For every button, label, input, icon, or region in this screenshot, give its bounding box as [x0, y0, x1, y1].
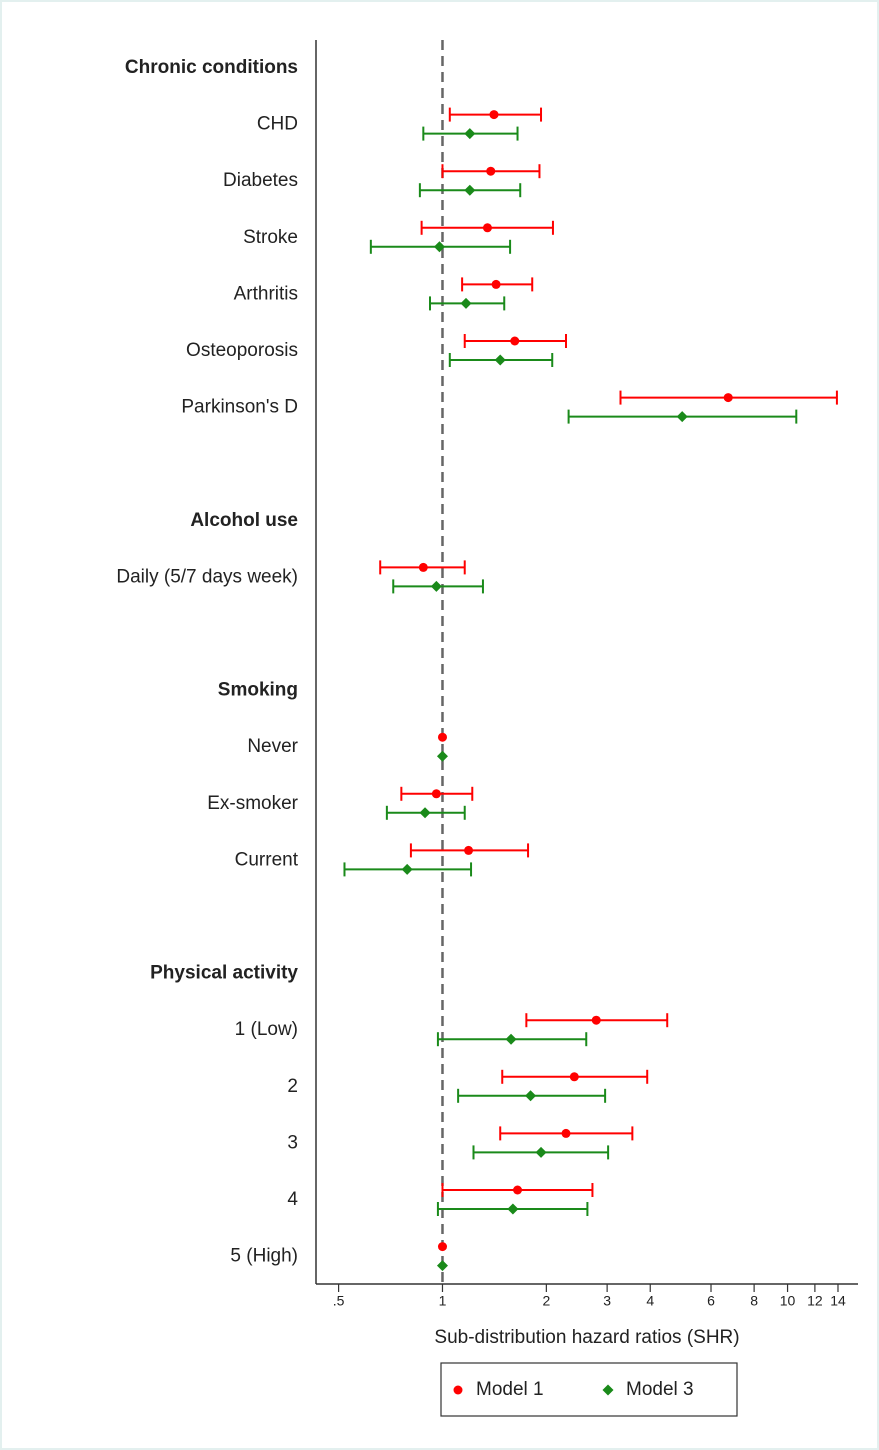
x-tick-label: 6 — [707, 1293, 715, 1309]
point — [505, 1033, 517, 1045]
point — [486, 166, 496, 176]
x-tick-label: 14 — [830, 1293, 846, 1309]
category-label: Current — [235, 849, 299, 870]
legend-marker — [453, 1385, 463, 1395]
group-header: Physical activity — [150, 963, 298, 984]
point — [418, 562, 428, 572]
category-label: Ex-smoker — [207, 793, 298, 814]
point — [433, 241, 445, 253]
point — [464, 184, 476, 196]
x-axis-label: Sub-distribution hazard ratios (SHR) — [434, 1327, 739, 1348]
point — [513, 1185, 523, 1195]
point — [430, 580, 442, 592]
point — [535, 1146, 547, 1158]
category-label: 2 — [287, 1076, 298, 1097]
point — [482, 223, 492, 233]
legend-label: Model 1 — [476, 1379, 544, 1400]
point — [507, 1203, 519, 1215]
x-tick-label: 2 — [542, 1293, 550, 1309]
category-label: Parkinson's D — [181, 397, 298, 418]
point — [491, 279, 501, 289]
category-label: Stroke — [243, 227, 298, 248]
x-tick-label: .5 — [333, 1293, 345, 1309]
point — [401, 863, 413, 875]
legend-marker — [602, 1384, 614, 1396]
point — [525, 1090, 537, 1102]
category-label: Never — [247, 736, 298, 757]
legend-box — [440, 1362, 738, 1417]
x-tick-label: 4 — [646, 1293, 654, 1309]
point — [723, 393, 733, 403]
point — [591, 1015, 601, 1025]
category-label: 1 (Low) — [235, 1019, 298, 1040]
group-header: Smoking — [218, 680, 298, 701]
point — [436, 750, 448, 762]
point — [489, 110, 499, 120]
x-tick-label: 3 — [603, 1293, 611, 1309]
group-header: Chronic conditions — [125, 57, 298, 78]
category-label: 4 — [287, 1189, 298, 1210]
category-label: CHD — [257, 114, 298, 135]
point — [561, 1128, 571, 1138]
category-label: 3 — [287, 1132, 298, 1153]
point — [460, 297, 472, 309]
category-label: 5 (High) — [230, 1246, 298, 1267]
point — [464, 845, 474, 855]
point — [676, 411, 688, 423]
point — [569, 1072, 579, 1082]
point — [431, 789, 441, 799]
x-tick-label: 8 — [750, 1293, 758, 1309]
point — [437, 1242, 447, 1252]
group-header: Alcohol use — [190, 510, 298, 531]
point — [494, 354, 506, 366]
point — [419, 807, 431, 819]
point — [464, 128, 476, 140]
point — [437, 732, 447, 742]
point — [510, 336, 520, 346]
x-tick-label: 10 — [780, 1293, 796, 1309]
category-label: Osteoporosis — [186, 340, 298, 361]
category-label: Daily (5/7 days week) — [116, 566, 298, 587]
legend-label: Model 3 — [626, 1379, 694, 1400]
category-label: Diabetes — [223, 170, 298, 191]
point — [436, 1260, 448, 1272]
category-label: Arthritis — [234, 283, 298, 304]
x-tick-label: 12 — [807, 1293, 823, 1309]
x-tick-label: 1 — [439, 1293, 447, 1309]
